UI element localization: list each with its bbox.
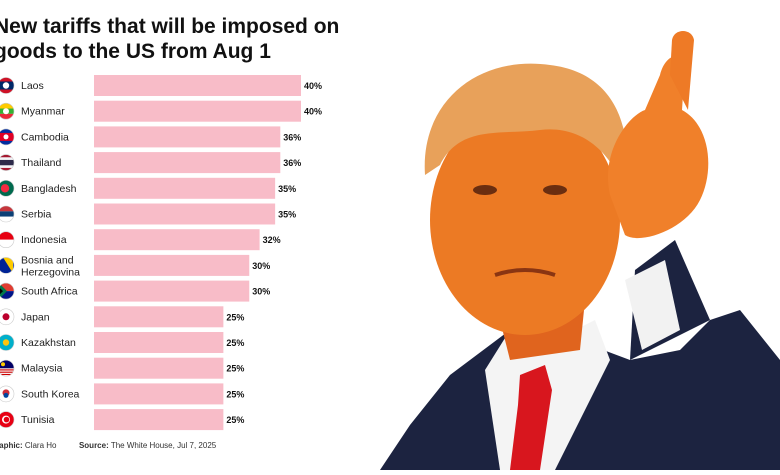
bar xyxy=(94,177,276,199)
bangladesh-flag-icon xyxy=(0,180,14,197)
bar xyxy=(94,383,224,405)
bar-row: Thailand 36% xyxy=(0,152,301,174)
bar xyxy=(94,280,250,302)
bar-row: South Africa 30% xyxy=(0,280,270,302)
thailand-flag-icon xyxy=(0,154,14,171)
bar xyxy=(94,75,301,96)
bar-row: Laos 40% xyxy=(0,75,322,96)
category-label: Myanmar xyxy=(21,106,65,118)
tunisia-flag-icon xyxy=(0,411,14,428)
bosnia-flag-icon xyxy=(0,257,14,274)
bar xyxy=(94,254,250,276)
bar xyxy=(94,332,224,353)
bar xyxy=(94,409,224,431)
bar-row: Serbia 35% xyxy=(0,203,296,225)
bar-row: South Korea 25% xyxy=(0,383,244,405)
japan-flag-icon xyxy=(0,308,14,325)
value-label: 30% xyxy=(252,261,270,271)
bar-row: Japan 25% xyxy=(0,306,244,328)
bar-row: Cambodia 36% xyxy=(0,126,301,148)
value-label: 32% xyxy=(263,235,281,245)
category-label: Malaysia xyxy=(21,363,63,375)
pointing-man-photo xyxy=(380,30,780,470)
myanmar-flag-icon xyxy=(0,103,14,120)
south-korea-flag-icon xyxy=(0,385,14,402)
value-label: 25% xyxy=(226,389,244,399)
value-label: 25% xyxy=(226,364,244,374)
bar xyxy=(94,229,260,251)
serbia-flag-icon xyxy=(0,206,14,222)
malaysia-flag-icon xyxy=(0,360,14,376)
source-credit: The White House, Jul 7, 2025 xyxy=(110,441,217,450)
bar xyxy=(94,126,281,148)
category-label: South Africa xyxy=(21,286,78,298)
graphic-credit: Clara Ho xyxy=(24,441,57,450)
kazakhstan-flag-icon xyxy=(0,334,14,351)
value-label: 35% xyxy=(278,210,296,220)
bar xyxy=(94,357,224,379)
category-label: Kazakhstan xyxy=(21,337,76,349)
value-label: 40% xyxy=(304,107,322,117)
category-label: Bosnia and Herzegovina xyxy=(21,254,80,278)
bar-row: Bangladesh 35% xyxy=(0,177,296,199)
bar-row: Bosnia and Herzegovina 30% xyxy=(0,254,270,278)
bar-row: Myanmar 40% xyxy=(0,100,322,122)
bar-row: Kazakhstan 25% xyxy=(0,332,244,353)
laos-flag-icon xyxy=(0,77,14,94)
cambodia-flag-icon xyxy=(0,128,14,145)
bar xyxy=(94,306,224,328)
bar-row: Malaysia 25% xyxy=(0,357,244,379)
category-label: Japan xyxy=(21,311,50,323)
value-label: 35% xyxy=(278,184,296,194)
category-label: Laos xyxy=(21,80,44,92)
category-label: Cambodia xyxy=(21,131,69,143)
chart-footer: raphic: Clara Ho Source: The White House… xyxy=(0,441,216,450)
bar xyxy=(94,152,281,174)
value-label: 25% xyxy=(226,415,244,425)
south-africa-flag-icon xyxy=(0,283,14,300)
value-label: 25% xyxy=(226,338,244,348)
category-label: Bangladesh xyxy=(21,183,77,195)
source-label: Source: xyxy=(78,441,109,450)
value-label: 30% xyxy=(252,287,270,297)
category-label: Serbia xyxy=(21,209,52,221)
category-label: Tunisia xyxy=(21,414,55,426)
chart-title: New tariffs that will be imposed on good… xyxy=(0,15,340,63)
category-label: Indonesia xyxy=(21,234,67,246)
tariff-bar-chart: Laos 40% Myanmar 40% Cambodia 36% Thailand 36% B… xyxy=(0,75,322,431)
bar xyxy=(94,100,301,122)
value-label: 25% xyxy=(226,312,244,322)
category-label: Thailand xyxy=(21,157,61,169)
value-label: 40% xyxy=(304,81,322,91)
bar-row: Tunisia 25% xyxy=(0,409,244,431)
value-label: 36% xyxy=(283,158,301,168)
bar-row: Indonesia 32% xyxy=(0,229,281,251)
category-label: South Korea xyxy=(21,388,80,400)
value-label: 36% xyxy=(283,132,301,142)
bar xyxy=(94,203,276,225)
indonesia-flag-icon xyxy=(0,231,14,248)
graphic-label: raphic: xyxy=(0,441,23,450)
